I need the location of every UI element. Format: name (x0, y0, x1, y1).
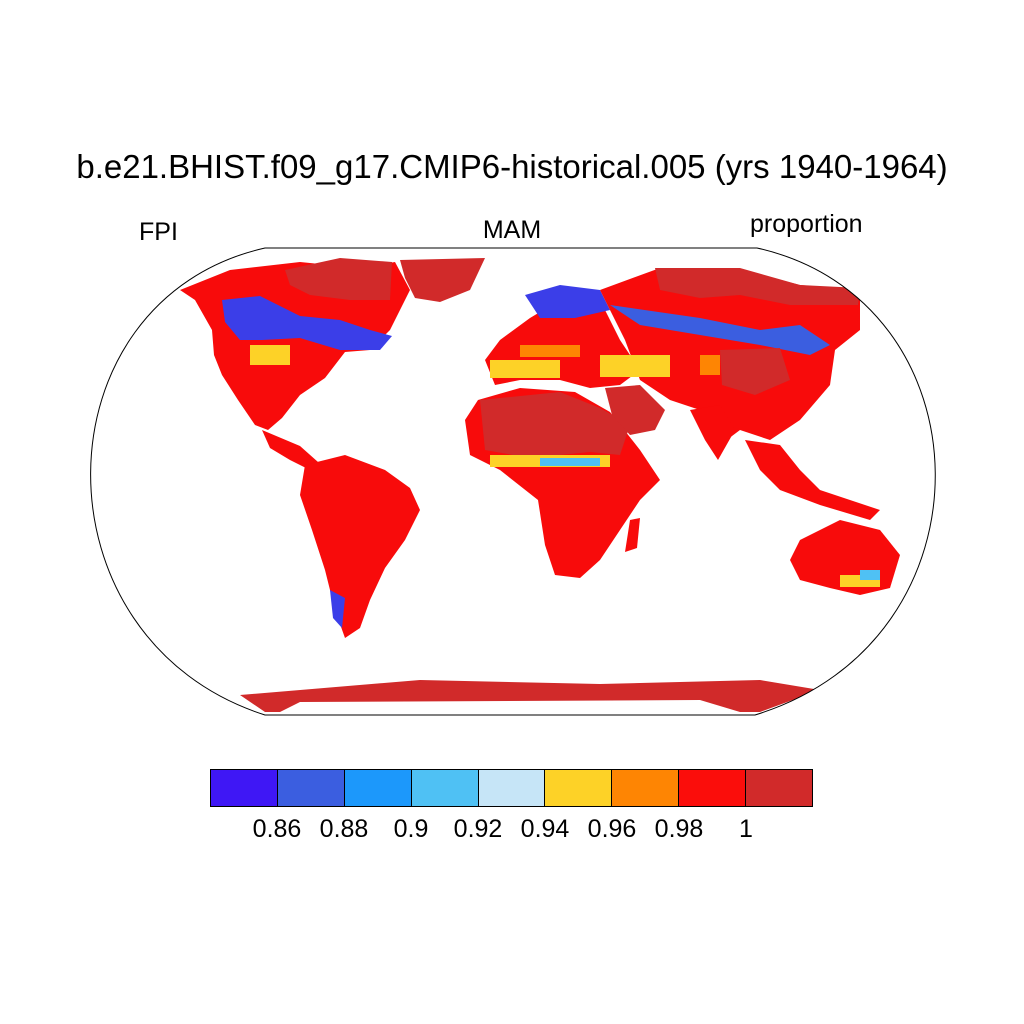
highlight-orange-1 (520, 345, 580, 357)
colorbar-tick-label: 0.94 (520, 815, 570, 843)
highlight-lightblue-1 (540, 458, 600, 466)
colorbar-tick-labels: 0.86 0.88 0.9 0.92 0.94 0.96 0.98 1 (0, 815, 1024, 849)
units-label: proportion (750, 210, 863, 238)
land-se-asia (745, 440, 880, 520)
land-scandinavia-blue (525, 285, 610, 318)
land-south-america (300, 455, 420, 638)
colorbar-box-4 (411, 770, 479, 806)
colorbar-tick-label: 0.9 (393, 815, 429, 843)
land-arctic-islands (285, 258, 392, 300)
land-new-zealand (900, 590, 930, 620)
highlight-yellow-3 (600, 355, 670, 377)
colorbar-box-9 (746, 770, 813, 806)
variable-label: FPI (139, 218, 178, 246)
season-label: MAM (482, 216, 542, 244)
land-madagascar (625, 518, 640, 552)
land-greenland (400, 258, 485, 302)
land-siberia-dark (655, 268, 860, 305)
land-antarctica-interior (280, 700, 740, 712)
colorbar-tick-label: 0.86 (252, 815, 302, 843)
colorbar-tick-label: 0.98 (654, 815, 704, 843)
land-sahara (480, 392, 630, 458)
land-siberia-blue (610, 305, 830, 355)
colorbar-tick-label: 1 (739, 815, 753, 843)
colorbar-box-7 (612, 770, 680, 806)
colorbar-box-8 (679, 770, 747, 806)
land-central-america (262, 430, 318, 470)
colorbar-tick-label: 0.88 (319, 815, 369, 843)
land-tibet-dark (720, 348, 790, 395)
highlight-orange-2 (700, 355, 720, 375)
map-title: b.e21.BHIST.f09_g17.CMIP6-historical.005… (76, 148, 948, 185)
colorbar-box-6 (545, 770, 613, 806)
colorbar-tick-label: 0.96 (587, 815, 637, 843)
colorbar-box-3 (344, 770, 412, 806)
colorbar-box-1 (211, 770, 278, 806)
colorbar-box-2 (277, 770, 345, 806)
land-arabia (605, 385, 665, 435)
colorbar (210, 769, 813, 807)
land-canada-blue (222, 296, 392, 350)
highlight-lightblue-2 (860, 570, 880, 580)
colorbar-box-5 (478, 770, 546, 806)
land-patagonia-blue (330, 590, 345, 628)
highlight-yellow-2 (490, 360, 560, 378)
globe-outline (90, 247, 936, 716)
colorbar-tick-label: 0.92 (453, 815, 503, 843)
highlight-yellow-1 (250, 345, 290, 365)
land-india (690, 405, 735, 460)
